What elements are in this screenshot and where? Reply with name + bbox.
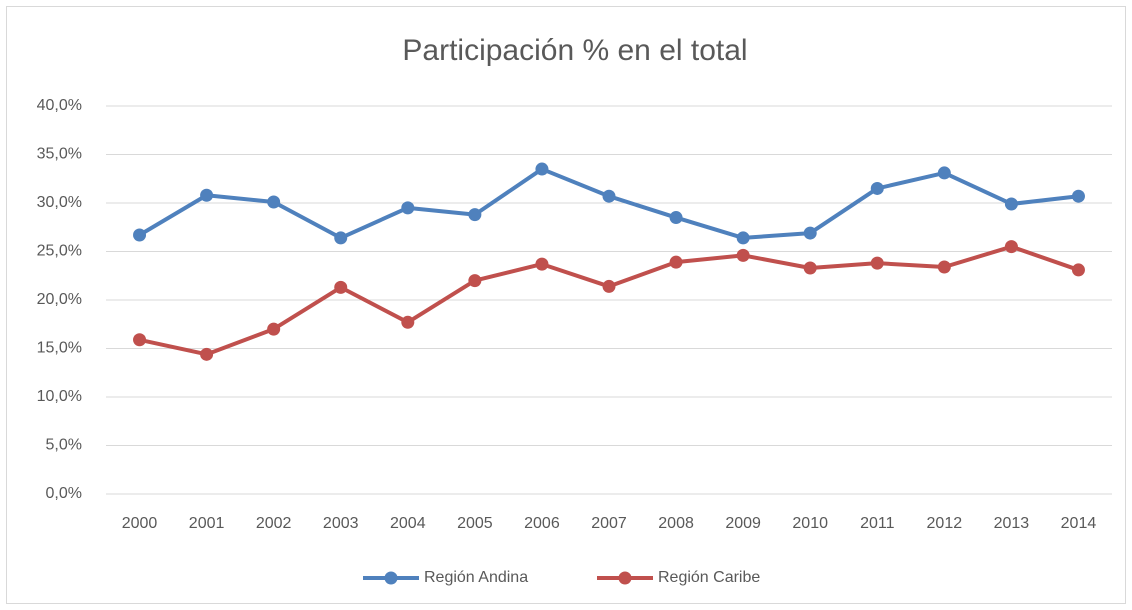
data-point [200, 188, 214, 202]
data-point [669, 211, 683, 225]
y-tick-label: 35,0% [37, 146, 82, 163]
chart-border [6, 6, 1126, 604]
x-tick-label: 2012 [927, 515, 963, 532]
data-point [468, 208, 482, 222]
data-point [602, 279, 616, 293]
data-point [602, 189, 616, 203]
legend-label: Región Andina [424, 569, 528, 586]
y-tick-label: 0,0% [46, 485, 82, 502]
x-tick-label: 2007 [591, 515, 627, 532]
chart-title: Participación % en el total [402, 34, 747, 67]
data-point [669, 255, 683, 269]
data-point [401, 201, 415, 215]
x-tick-label: 2008 [658, 515, 694, 532]
x-tick-label: 2005 [457, 515, 493, 532]
data-point [1004, 240, 1018, 254]
data-point [736, 248, 750, 262]
x-tick-label: 2011 [860, 515, 895, 532]
data-point [133, 333, 147, 347]
data-point [803, 261, 817, 275]
x-tick-label: 2001 [189, 515, 225, 532]
y-tick-label: 40,0% [37, 97, 82, 114]
legend-marker [384, 571, 398, 585]
data-point [468, 274, 482, 288]
data-point [803, 226, 817, 240]
x-tick-label: 2010 [792, 515, 828, 532]
data-point [736, 231, 750, 245]
y-tick-label: 30,0% [37, 194, 82, 211]
data-point [870, 256, 884, 270]
data-point [1071, 189, 1085, 203]
y-tick-label: 15,0% [37, 340, 82, 357]
x-tick-label: 2014 [1061, 515, 1097, 532]
data-point [535, 162, 549, 176]
x-tick-label: 2002 [256, 515, 292, 532]
data-point [870, 181, 884, 195]
data-point [1071, 263, 1085, 277]
legend-marker [618, 571, 632, 585]
data-point [535, 257, 549, 271]
x-tick-label: 2009 [725, 515, 761, 532]
data-point [133, 228, 147, 242]
y-tick-label: 20,0% [37, 291, 82, 308]
x-tick-label: 2006 [524, 515, 560, 532]
legend-label: Región Caribe [658, 569, 760, 586]
data-point [267, 195, 281, 209]
x-tick-label: 2003 [323, 515, 359, 532]
data-point [401, 315, 415, 329]
data-point [1004, 197, 1018, 211]
x-tick-label: 2004 [390, 515, 426, 532]
y-tick-label: 10,0% [37, 388, 82, 405]
data-point [334, 231, 348, 245]
y-tick-label: 25,0% [37, 243, 82, 260]
data-point [200, 347, 214, 361]
x-tick-label: 2013 [994, 515, 1030, 532]
y-tick-label: 5,0% [46, 437, 82, 454]
data-point [937, 260, 951, 274]
data-point [937, 166, 951, 180]
data-point [334, 280, 348, 294]
x-tick-label: 2000 [122, 515, 158, 532]
data-point [267, 322, 281, 336]
